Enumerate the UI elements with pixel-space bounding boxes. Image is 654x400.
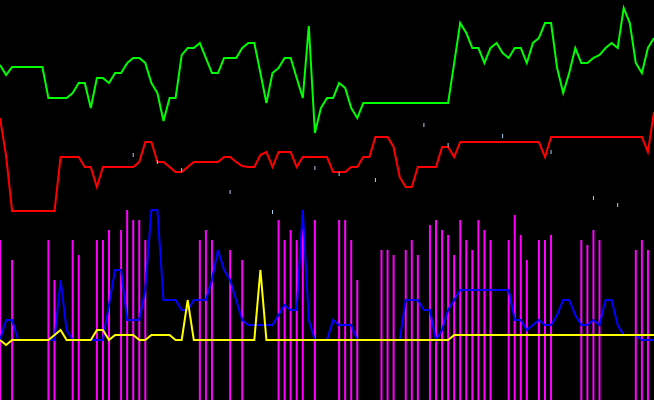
- marker-points: [132, 123, 619, 214]
- marker-point: [229, 190, 231, 194]
- marker-point: [447, 143, 449, 147]
- marker-point: [181, 168, 183, 172]
- series-line-1: [0, 111, 654, 212]
- series-line-3: [0, 269, 654, 347]
- marker-point: [338, 172, 340, 176]
- marker-point: [502, 134, 504, 138]
- marker-point: [132, 153, 134, 157]
- marker-point: [617, 203, 619, 207]
- marker-point: [374, 178, 376, 182]
- marker-point: [156, 160, 158, 164]
- marker-point: [592, 196, 594, 200]
- marker-point: [550, 150, 552, 154]
- marker-point: [314, 166, 316, 170]
- stem-series-4: [0, 210, 649, 400]
- series-line-0: [0, 4, 654, 134]
- marker-point: [423, 123, 425, 127]
- marker-point: [272, 210, 273, 214]
